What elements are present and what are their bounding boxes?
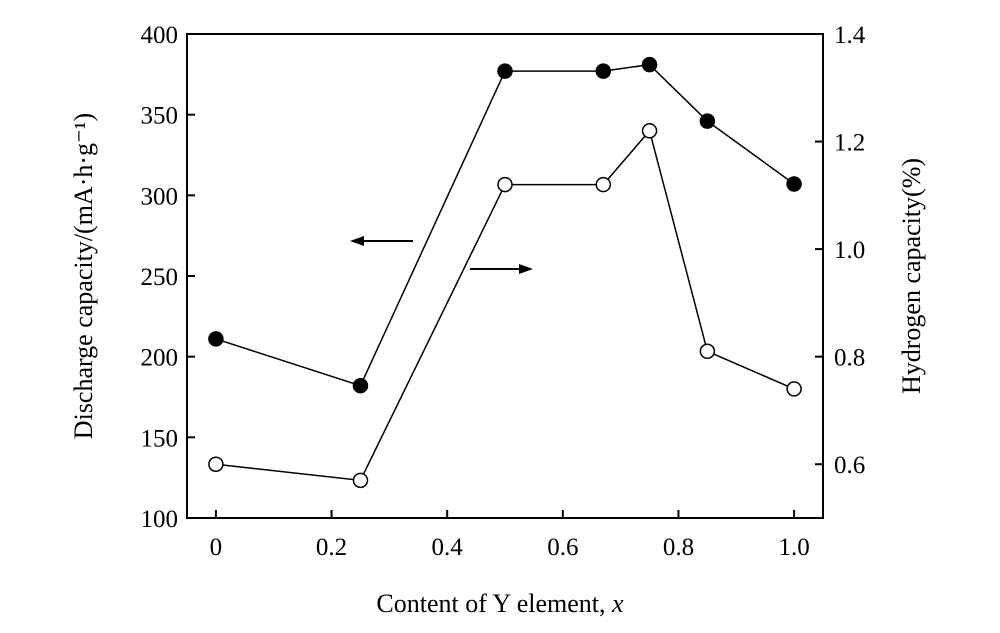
left-axis-series-point xyxy=(497,63,513,79)
right-y-tick-label: 0.6 xyxy=(834,452,865,479)
x-tick-label: 0.4 xyxy=(432,534,464,561)
right-axis-series-point xyxy=(699,343,716,360)
arrow-left-head xyxy=(350,236,364,246)
left-axis-series-point xyxy=(595,63,612,79)
right-y-axis-title: Hydrogen capacity(%) xyxy=(897,158,926,394)
right-axis-series-point xyxy=(595,176,612,193)
left-y-tick-label: 150 xyxy=(141,425,179,452)
right-axis-series-point xyxy=(786,381,802,397)
arrow-right-head xyxy=(519,264,533,274)
left-y-tick-label: 100 xyxy=(141,506,179,533)
x-tick-label: 1.0 xyxy=(778,534,809,561)
left-axis-series-point xyxy=(352,377,369,394)
series-layer xyxy=(208,56,802,489)
right-axis-series-point xyxy=(352,472,369,489)
left-y-tick-label: 350 xyxy=(141,103,179,130)
left-y-tick-label: 250 xyxy=(141,264,179,291)
left-axis-series-point xyxy=(641,56,658,73)
right-y-tick-label: 0.8 xyxy=(834,345,865,372)
left-axis-series-point xyxy=(208,331,224,347)
left-y-axis-ticks: 100 150 200 250 300 350 400 xyxy=(141,22,195,533)
x-tick-label: 0 xyxy=(210,534,223,561)
x-axis-title: Content of Y element, x xyxy=(376,589,624,618)
x-tick-label: 0.8 xyxy=(663,534,694,561)
x-axis-ticks: 0 0.2 0.4 0.6 0.8 1.0 xyxy=(210,510,810,561)
left-y-tick-label: 400 xyxy=(141,22,179,49)
plot-frame xyxy=(186,33,824,519)
left-y-tick-label: 300 xyxy=(141,183,179,210)
right-y-tick-label: 1.2 xyxy=(834,130,865,157)
right-y-tick-label: 1.0 xyxy=(834,237,865,264)
x-tick-label: 0.6 xyxy=(547,534,578,561)
right-y-tick-label: 1.4 xyxy=(834,22,866,49)
axis-indicator-arrows xyxy=(350,236,533,274)
right-y-axis-ticks: 0.6 0.8 1.0 1.2 1.4 xyxy=(815,22,866,479)
left-y-tick-label: 200 xyxy=(141,345,179,372)
left-axis-series-line xyxy=(215,63,795,387)
left-axis-series-point xyxy=(786,176,802,192)
right-axis-series-point xyxy=(208,456,224,472)
left-axis-series-point xyxy=(699,113,716,129)
left-y-axis-title: Discharge capacity/(mA·h·g⁻¹) xyxy=(69,113,98,439)
right-axis-series-point xyxy=(497,176,513,193)
right-axis-series-point xyxy=(641,123,658,139)
x-tick-label: 0.2 xyxy=(316,534,347,561)
